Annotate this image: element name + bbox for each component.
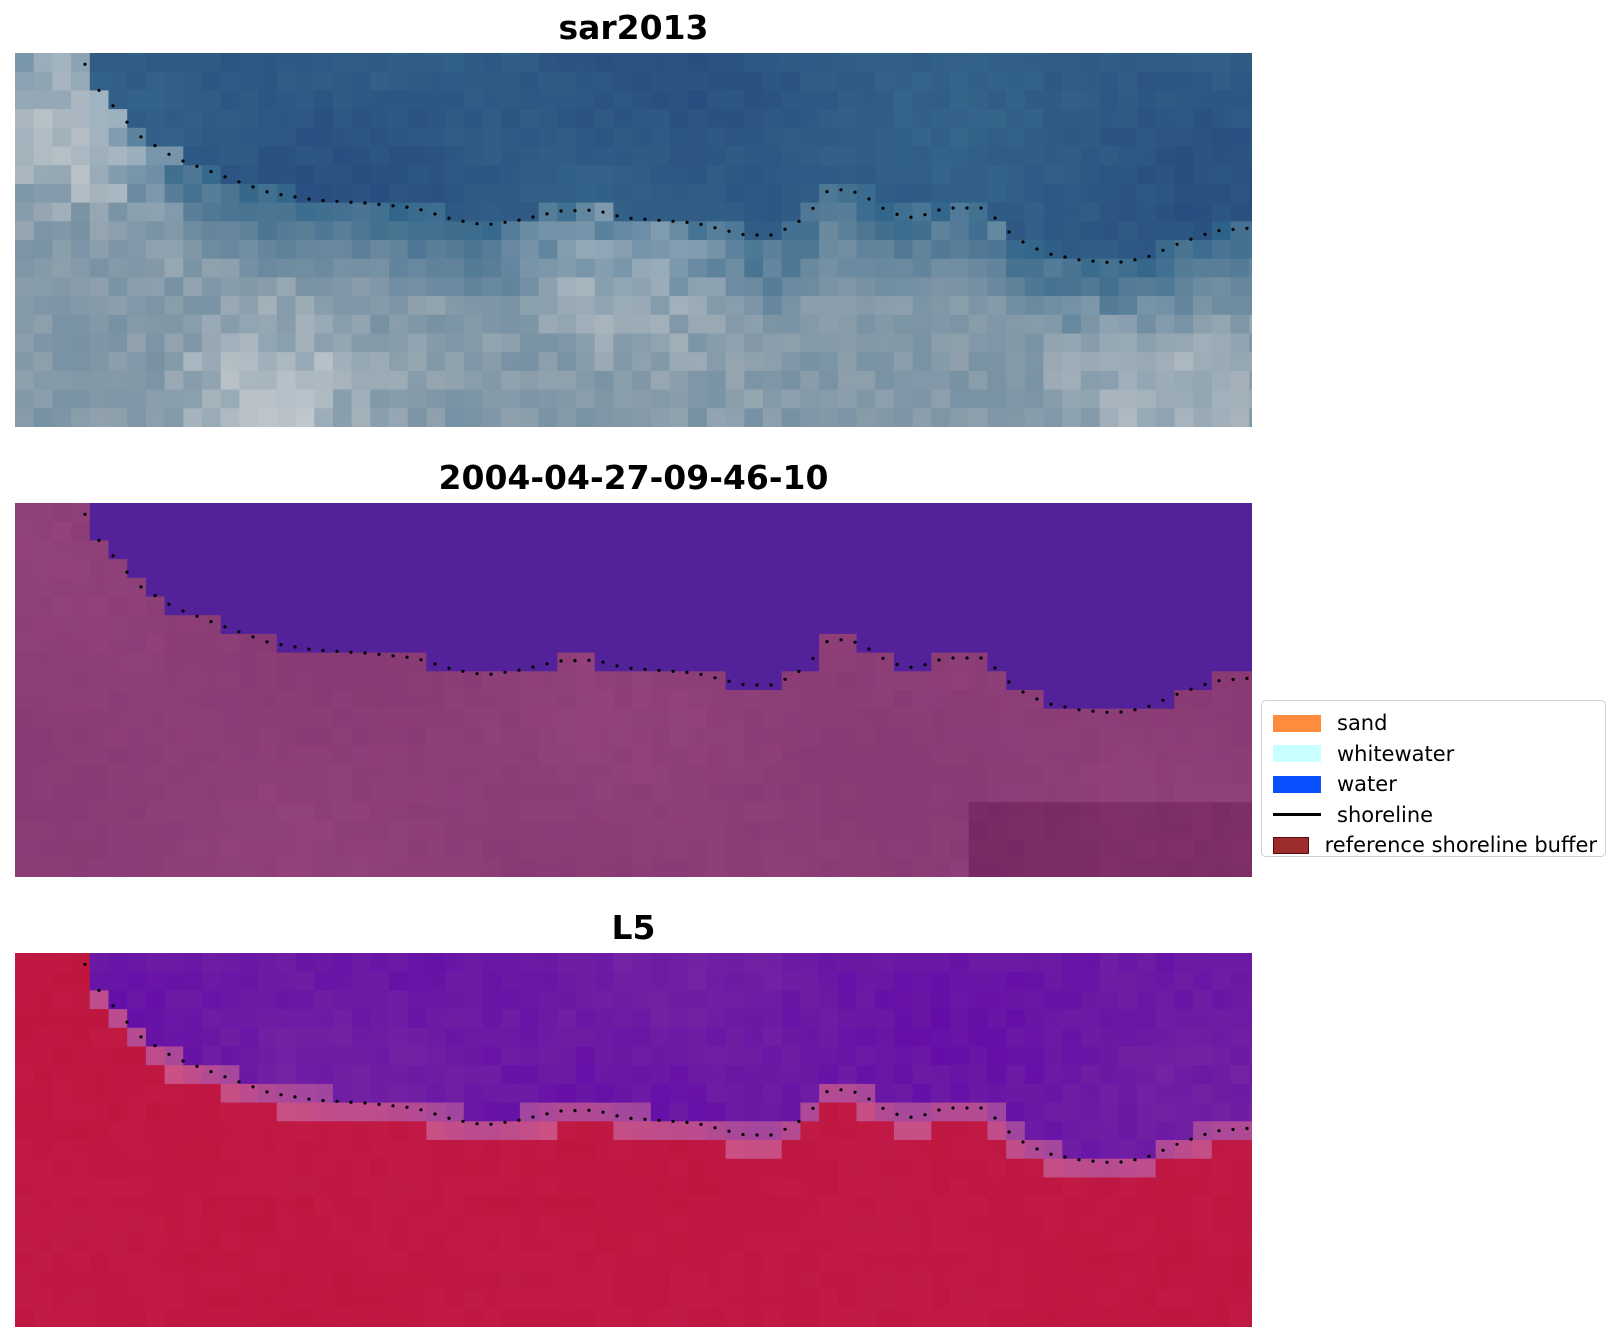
legend-item-whitewater: whitewater xyxy=(1270,739,1597,770)
legend-item-sand: sand xyxy=(1270,708,1597,739)
index-shoreline-dots xyxy=(83,962,1249,1164)
legend-label-reference-buffer: reference shoreline buffer xyxy=(1324,833,1597,858)
legend-item-reference-buffer: reference shoreline buffer xyxy=(1270,830,1597,861)
legend-label-sand: sand xyxy=(1337,711,1388,736)
index-pixels xyxy=(15,953,1252,1327)
classified-image-panel xyxy=(15,503,1252,877)
legend-label-water: water xyxy=(1337,772,1397,797)
legend-label-shoreline: shoreline xyxy=(1337,802,1434,827)
sand-swatch xyxy=(1273,714,1321,732)
panel-title-2: 2004-04-27-09-46-10 xyxy=(438,458,829,497)
water-swatch xyxy=(1273,775,1321,793)
legend: sand whitewater water shoreline referenc… xyxy=(1261,700,1606,857)
legend-label-whitewater: whitewater xyxy=(1337,741,1455,766)
rgb-shoreline-dots xyxy=(83,62,1249,264)
shoreline-line-swatch xyxy=(1273,813,1321,817)
classified-pixels xyxy=(15,503,1252,877)
index-image-panel xyxy=(15,953,1252,1327)
classified-shoreline-dots xyxy=(83,512,1249,714)
legend-item-water: water xyxy=(1270,769,1597,800)
panel-title-3: L5 xyxy=(611,908,656,947)
rgb-image-panel xyxy=(15,53,1252,427)
reference-buffer-swatch xyxy=(1273,836,1309,854)
whitewater-swatch xyxy=(1273,745,1321,763)
legend-item-shoreline: shoreline xyxy=(1270,800,1597,831)
panel-title-1: sar2013 xyxy=(558,8,709,47)
rgb-pixels xyxy=(15,53,1252,427)
